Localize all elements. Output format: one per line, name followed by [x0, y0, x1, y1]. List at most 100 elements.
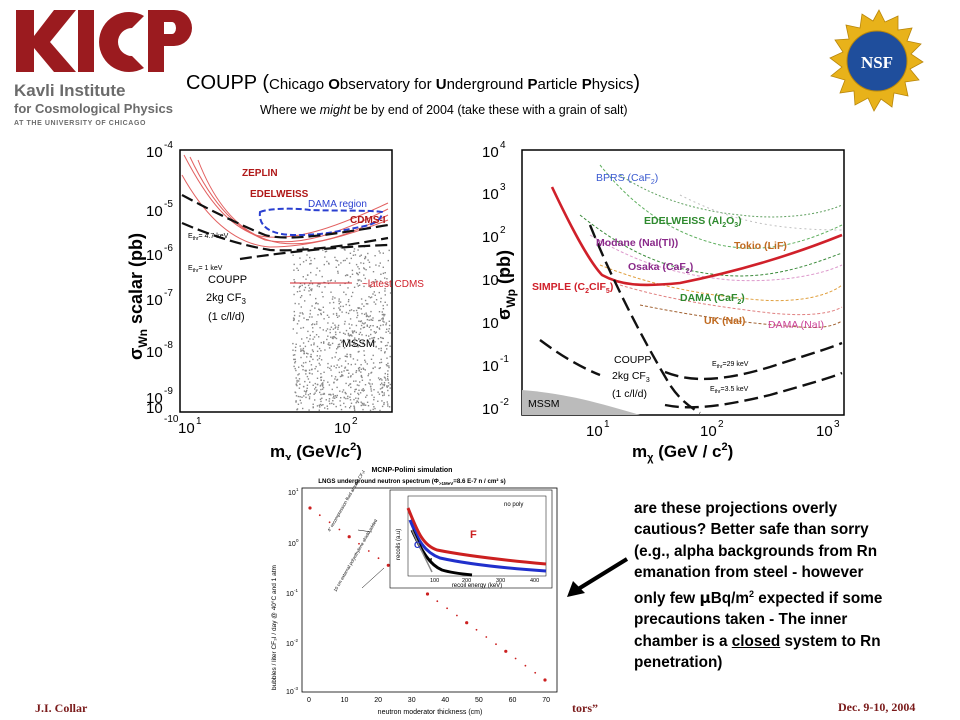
mssm-point	[336, 348, 338, 350]
mssm-point	[326, 408, 329, 410]
mssm-point	[316, 405, 319, 407]
mssm-point	[385, 379, 387, 381]
mssm-point	[340, 408, 343, 411]
mssm-point	[324, 286, 326, 288]
mssm-point	[360, 254, 362, 256]
mssm-point	[382, 304, 384, 307]
mssm-point	[298, 378, 301, 380]
dama-caf2-label: DAMA (CaF2)	[680, 292, 745, 306]
mssm-point	[314, 368, 316, 370]
mssm-point	[302, 246, 304, 249]
mssm-point	[349, 356, 352, 358]
mssm-point	[314, 388, 316, 390]
note-line: (e.g., alpha backgrounds from Rn	[634, 542, 878, 560]
mssm-point	[305, 393, 307, 395]
footer-author: J.I. Collar	[35, 701, 88, 715]
mssm-point	[347, 376, 349, 378]
mssm-point	[310, 356, 312, 358]
mssm-point	[298, 315, 301, 317]
mssm-point	[360, 364, 362, 366]
mssm-point	[352, 343, 355, 345]
mssm-point	[361, 312, 363, 315]
mssm-point	[388, 249, 390, 252]
mssm-point	[360, 262, 362, 264]
mssm-point	[363, 313, 366, 315]
sim-xtick: 30	[408, 697, 416, 704]
mssm-point	[368, 326, 371, 328]
mssm-point	[353, 330, 356, 332]
mssm-point	[310, 280, 312, 282]
mssm-point	[384, 294, 386, 296]
mssm-point	[383, 383, 386, 386]
mssm-point	[377, 338, 380, 340]
mssm-point	[379, 383, 382, 386]
mssm-point	[370, 310, 372, 313]
inset-xtick: 100	[430, 578, 439, 584]
mssm-point	[344, 367, 346, 369]
mssm-point	[352, 331, 354, 334]
mssm-point	[387, 341, 389, 344]
mssm-point	[308, 398, 311, 400]
mssm-point	[364, 277, 366, 280]
mssm-point	[293, 319, 295, 321]
sim-data-point	[367, 550, 370, 552]
mssm-point	[374, 281, 376, 283]
mssm-point	[303, 283, 306, 285]
mssm-point	[326, 314, 329, 316]
inset-nopoly-label: no poly	[504, 502, 523, 508]
mssm-point	[380, 336, 382, 339]
mssm-point	[343, 248, 346, 251]
mssm-point	[369, 297, 372, 299]
mssm-point	[292, 354, 295, 356]
mssm-point	[303, 352, 306, 355]
mssm-point	[311, 288, 313, 290]
left-y-axis-label: σWn scalar (pb)	[126, 233, 150, 360]
mssm-point	[329, 331, 331, 334]
mssm-point	[348, 372, 350, 374]
sim-ytick-exp: -3	[294, 686, 298, 691]
mssm-point	[360, 368, 363, 370]
left-xtick-label: 10	[334, 420, 351, 437]
mssm-point	[302, 342, 305, 344]
mssm-point	[379, 409, 381, 412]
mssm-point	[386, 328, 388, 330]
sim-data-point	[436, 600, 439, 603]
mssm-point	[332, 322, 334, 324]
mssm-point	[356, 359, 359, 361]
mssm-point	[297, 269, 299, 271]
mssm-point	[357, 249, 359, 251]
mssm-point	[370, 333, 372, 336]
mssm-point	[384, 313, 386, 316]
mssm-point	[292, 342, 294, 345]
mssm-point	[322, 404, 324, 406]
mssm-point	[388, 394, 390, 397]
mssm-point	[386, 378, 389, 380]
mssm-point	[320, 373, 322, 375]
mssm-point	[339, 404, 342, 407]
mssm-point	[354, 343, 356, 346]
mssm-point	[358, 393, 360, 396]
mssm-point	[339, 390, 341, 392]
mssm-point	[332, 296, 334, 298]
mssm-point	[311, 283, 314, 285]
right-x-axis-label: mχ (GeV / c2)	[632, 441, 733, 464]
mssm-point	[363, 305, 365, 307]
mssm-point	[328, 398, 331, 400]
left-ytick-exp: -8	[164, 340, 173, 351]
mssm-point	[339, 301, 342, 303]
mssm-point	[380, 273, 382, 275]
sim-data-point	[377, 557, 380, 560]
sim-data-point	[338, 528, 341, 531]
mssm-point	[388, 324, 391, 327]
mssm-point	[307, 378, 310, 380]
mssm-point	[378, 367, 380, 370]
mssm-point	[334, 256, 336, 259]
mssm-point	[344, 333, 346, 335]
mssm-point	[309, 309, 312, 312]
mssm-point	[382, 337, 384, 340]
mssm-point	[318, 336, 320, 338]
mssm-point	[380, 347, 382, 350]
mssm-point	[296, 384, 298, 387]
mssm-point	[344, 274, 347, 277]
mssm-point	[329, 344, 332, 346]
